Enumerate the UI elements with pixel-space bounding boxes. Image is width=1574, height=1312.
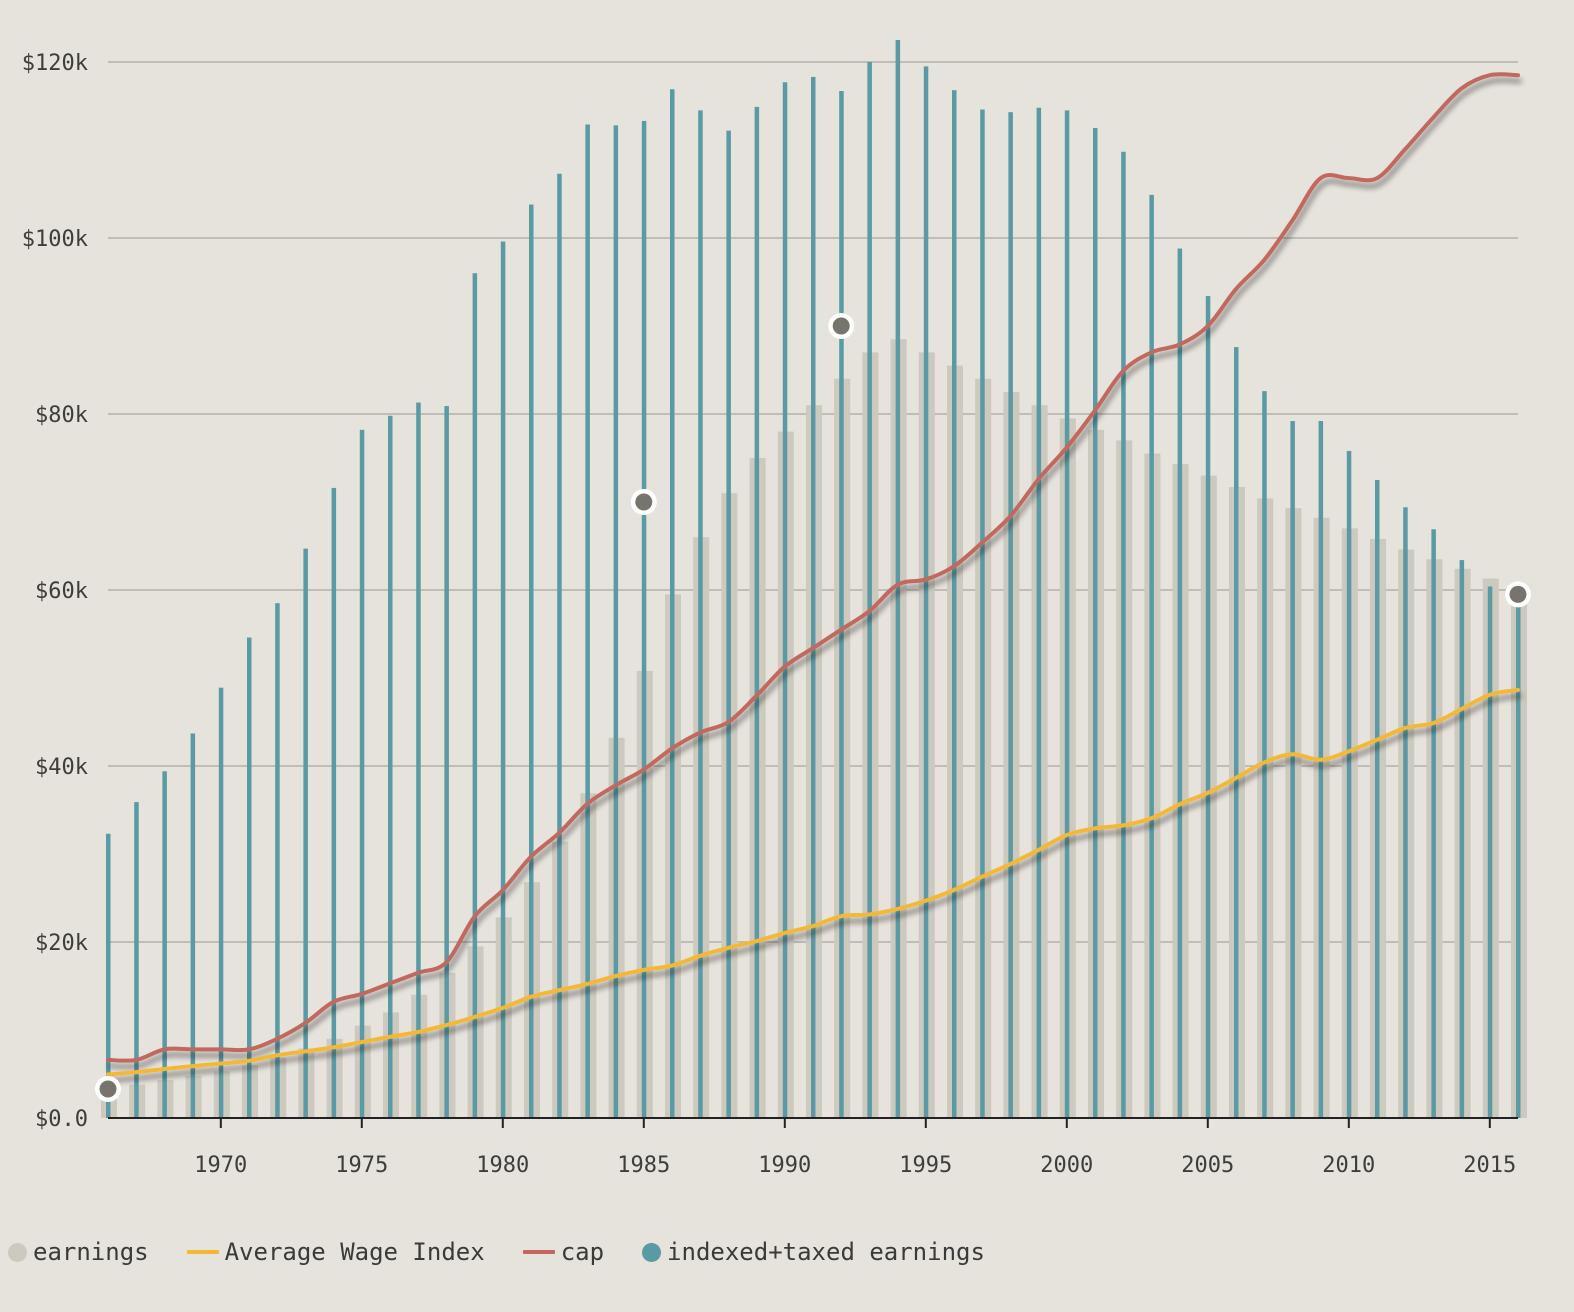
legend-item-indexed-taxed-earnings[interactable]: indexed+taxed earnings: [642, 1238, 985, 1266]
indexed-taxed-earnings-bar: [1346, 450, 1352, 1119]
indexed-taxed-earnings-bar: [472, 273, 478, 1118]
legend-swatch-indexed-taxed-earnings: [642, 1242, 662, 1262]
indexed-taxed-earnings-bar: [1318, 421, 1324, 1118]
legend-swatch-cap: [522, 1250, 555, 1254]
x-axis: 1970 1975 1980 1985 1990 1995 2000 2005 2010 2015: [108, 1117, 1518, 1178]
indexed-taxed-earnings-bar: [1459, 560, 1465, 1118]
x-tick-label: 1990: [758, 1153, 811, 1178]
indexed-taxed-earnings-bar: [557, 173, 562, 1118]
indexed-taxed-earnings-bar: [1290, 421, 1295, 1118]
x-tick-label: 1975: [335, 1153, 388, 1178]
indexed-taxed-earnings-bar: [839, 91, 844, 1118]
y-tick-label: $60k: [35, 579, 88, 604]
indexed-taxed-earnings-bar: [275, 603, 280, 1118]
indexed-taxed-earnings-bar: [867, 62, 872, 1118]
indexed-taxed-earnings-bar: [1487, 586, 1493, 1118]
series-lines: [106, 72, 1520, 1077]
indexed-taxed-earnings-bar: [613, 125, 619, 1119]
indexed-taxed-earnings-bar: [1121, 151, 1126, 1118]
indexed-taxed-earnings-bar: [190, 733, 196, 1118]
indexed-taxed-earnings-bar: [641, 120, 647, 1118]
indexed-taxed-earnings-bar: [585, 124, 590, 1119]
indexed-taxed-earnings-bar: [359, 429, 365, 1119]
highlight-point-dot: [832, 317, 850, 335]
x-tick-label: 1985: [617, 1153, 670, 1178]
y-tick-label: $100k: [22, 227, 88, 252]
indexed-taxed-earnings-bar: [1234, 347, 1239, 1118]
indexed-taxed-earnings-bar: [698, 110, 703, 1118]
legend-swatch-average-wage-index: [186, 1250, 219, 1254]
highlight-point-dot: [635, 493, 653, 511]
highlight-points: [95, 313, 1531, 1102]
indexed-taxed-earnings-bar: [782, 82, 788, 1119]
legend-item-earnings[interactable]: earnings: [8, 1238, 149, 1266]
indexed-taxed-earnings-bar: [1262, 391, 1267, 1118]
indexed-taxed-earnings-bar: [1093, 128, 1098, 1118]
x-tick-label: 1980: [476, 1153, 529, 1178]
legend-item-average-wage-index[interactable]: Average Wage Index: [186, 1238, 485, 1266]
indexed-taxed-earnings-bar: [218, 687, 224, 1118]
indexed-taxed-earnings-bar: [726, 130, 731, 1118]
highlight-point[interactable]: [1505, 581, 1531, 608]
indexed-taxed-earnings-bar: [670, 89, 675, 1118]
indexed-taxed-earnings-bar: [1064, 110, 1070, 1118]
indexed-taxed-earnings-bars: [106, 40, 1521, 1119]
cap-line: [106, 72, 1520, 1063]
legend-swatch-earnings: [8, 1242, 27, 1262]
indexed-taxed-earnings-bar: [754, 106, 760, 1118]
indexed-taxed-earnings-bar: [1431, 529, 1436, 1118]
indexed-taxed-earnings-bar: [247, 637, 252, 1118]
y-axis: $0.0 $20k $40k $60k $80k $100k $120k: [22, 51, 88, 1132]
x-tick-label: 2010: [1322, 1153, 1375, 1178]
indexed-taxed-earnings-bar: [529, 204, 534, 1118]
y-tick-label: $120k: [22, 51, 88, 76]
y-tick-label: $20k: [35, 931, 88, 956]
x-tick-label: 2000: [1040, 1153, 1093, 1178]
legend: earnings Average Wage Index cap indexed+…: [8, 1238, 1023, 1266]
highlight-point-dot: [99, 1080, 117, 1098]
indexed-taxed-earnings-bar: [106, 833, 111, 1118]
legend-label-average-wage-index: Average Wage Index: [224, 1238, 485, 1266]
indexed-taxed-earnings-bar: [1205, 296, 1211, 1119]
indexed-taxed-earnings-bar: [923, 66, 929, 1118]
indexed-taxed-earnings-bar: [1516, 598, 1521, 1118]
indexed-taxed-earnings-bar: [1177, 248, 1183, 1118]
indexed-taxed-earnings-bar: [388, 415, 393, 1118]
legend-item-cap[interactable]: cap: [522, 1238, 605, 1266]
indexed-taxed-earnings-bar: [1008, 112, 1013, 1118]
average-wage-index-line: [106, 687, 1520, 1077]
indexed-taxed-earnings-bar: [895, 40, 901, 1118]
indexed-taxed-earnings-bar: [1036, 107, 1042, 1118]
indexed-taxed-earnings-bar: [980, 109, 985, 1118]
indexed-taxed-earnings-bar: [416, 402, 421, 1118]
indexed-taxed-earnings-bar: [1403, 507, 1408, 1118]
indexed-taxed-earnings-bar: [1149, 194, 1154, 1118]
x-tick-label: 2005: [1181, 1153, 1234, 1178]
indexed-taxed-earnings-bar: [303, 548, 308, 1118]
legend-label-cap: cap: [560, 1238, 605, 1266]
indexed-taxed-earnings-bar: [331, 487, 337, 1118]
indexed-taxed-earnings-bar: [1375, 480, 1380, 1118]
x-tick-label: 1970: [194, 1153, 247, 1178]
indexed-taxed-earnings-bar: [162, 771, 167, 1118]
indexed-taxed-earnings-bar: [134, 802, 139, 1118]
y-tick-label: $40k: [35, 755, 88, 780]
indexed-taxed-earnings-bar: [444, 406, 449, 1119]
y-tick-label: $0.0: [35, 1107, 88, 1132]
highlight-point-dot: [1509, 585, 1527, 603]
highlight-point[interactable]: [828, 313, 855, 339]
legend-label-earnings: earnings: [33, 1238, 149, 1266]
highlight-point[interactable]: [95, 1075, 121, 1102]
y-tick-label: $80k: [35, 403, 88, 428]
indexed-taxed-earnings-bar: [952, 90, 957, 1118]
x-tick-label: 2015: [1463, 1153, 1516, 1178]
indexed-taxed-earnings-bar: [500, 241, 506, 1118]
legend-label-indexed-taxed-earnings: indexed+taxed earnings: [667, 1238, 985, 1266]
indexed-taxed-earnings-bar: [811, 76, 816, 1119]
highlight-point[interactable]: [630, 489, 657, 515]
x-tick-label: 1995: [899, 1153, 952, 1178]
